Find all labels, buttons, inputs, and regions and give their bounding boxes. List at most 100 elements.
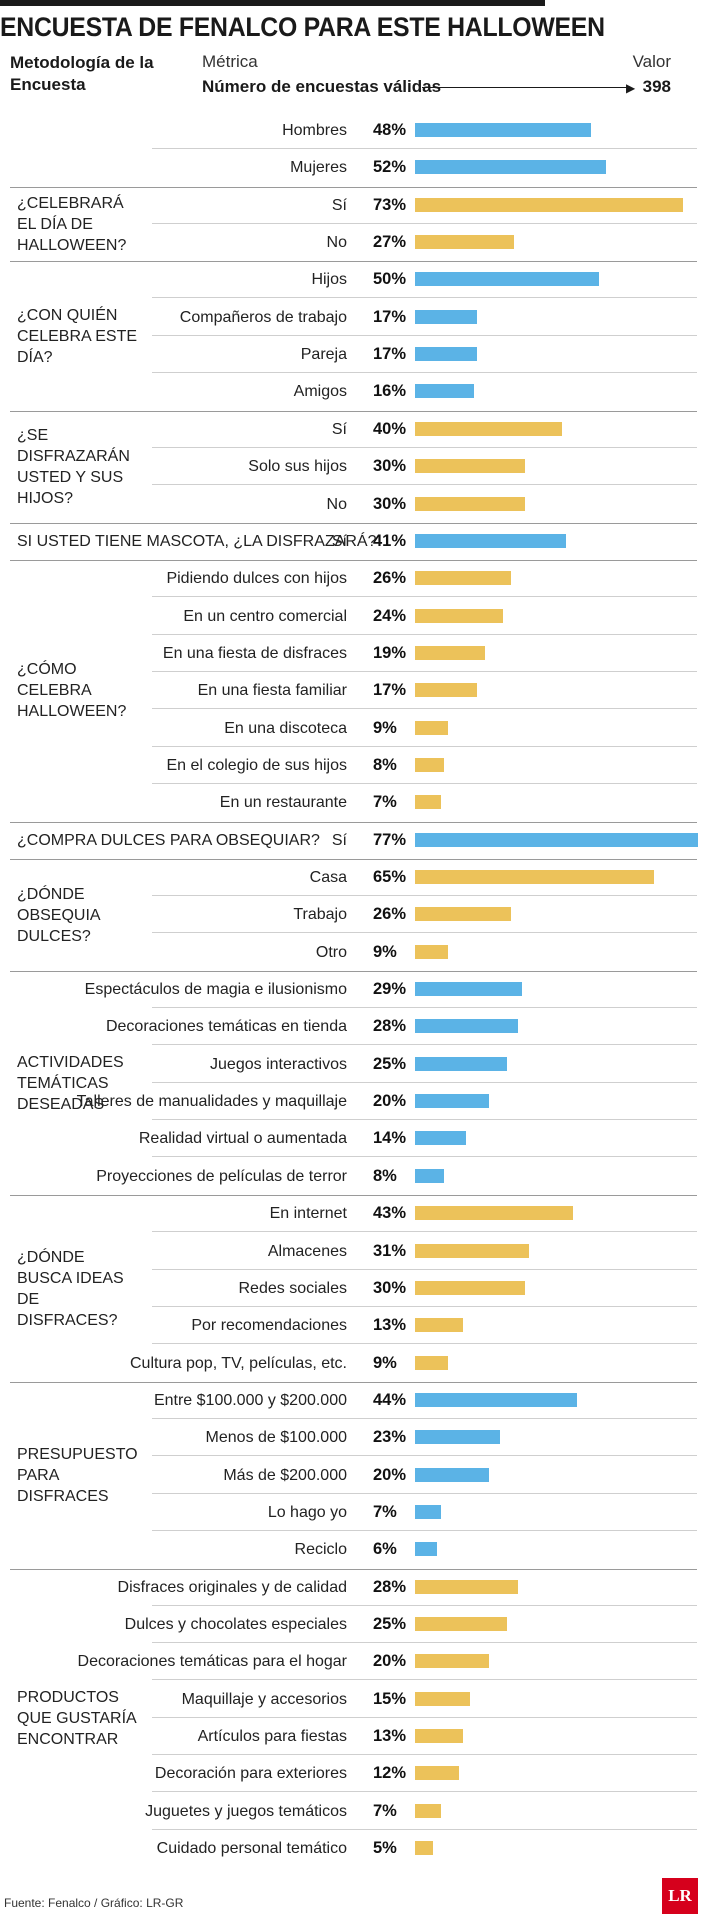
row-divider [152, 1044, 697, 1046]
bar [415, 1654, 489, 1669]
bar-value-label: 31% [373, 1241, 407, 1260]
bar [415, 1617, 507, 1631]
bar-value-label: 12% [373, 1764, 407, 1783]
bar-row: Hombres 48% [0, 112, 703, 149]
bar-label: Pidiendo dulces con hijos [166, 570, 347, 588]
bar-row: Cuidado personal temático 5% [0, 1830, 703, 1867]
top-rule [0, 0, 545, 6]
bar [415, 384, 474, 399]
bar-label: Casa [309, 869, 347, 886]
bar [415, 197, 684, 212]
bar-value-label: 52% [373, 158, 407, 177]
value-label: Valor [632, 52, 671, 71]
group-divider [10, 261, 697, 263]
bar-label: Cuidado personal temático [156, 1840, 347, 1858]
bar-value-label: 50% [373, 270, 407, 289]
bar-label: Menos de $100.000 [205, 1429, 347, 1447]
row-divider [152, 1716, 697, 1718]
bar [415, 1056, 507, 1071]
bar [415, 272, 599, 287]
bar-row: En una discoteca 9% [0, 710, 703, 747]
bar-label: Talleres de manualidades y maquillaje [76, 1093, 347, 1111]
bar-row: Amigos 16% [0, 373, 703, 410]
bar-value-label: 9% [373, 718, 397, 737]
bar-row: Pareja 17% [0, 336, 703, 374]
group-divider [10, 1195, 697, 1197]
bar-row: Compañeros de trabajo 17% [0, 299, 703, 336]
bar-label: En una fiesta de disfraces [162, 644, 347, 662]
bar [415, 982, 522, 997]
bar-row: Artículos para fiestas 13% [0, 1718, 703, 1756]
question-label: SI USTED TIENE MASCOTA, ¿LA DISFRAZARÁ? [17, 532, 377, 550]
bar-value-label: 65% [373, 868, 407, 886]
row-divider [152, 148, 697, 149]
bar-label: Más de $200.000 [223, 1466, 347, 1484]
bar-row: Cultura pop, TV, películas, etc. 9% [0, 1345, 703, 1382]
question-label: ¿CELEBRARÁ EL DÍA DE HALLOWEEN? [17, 194, 127, 254]
bar-row: Menos de $100.000 23% [0, 1419, 703, 1457]
group-divider [10, 1381, 697, 1383]
row-divider [152, 633, 697, 635]
bar-label: En el colegio de sus hijos [166, 756, 347, 774]
bar-value-label: 28% [373, 1577, 407, 1596]
valid-surveys-value: 398 [642, 77, 671, 96]
row-divider [152, 708, 697, 710]
bar-value-label: 30% [373, 1278, 407, 1297]
question-label: ¿COMPRA DULCES PARA OBSEQUIAR? [17, 831, 320, 849]
bar-row: En una fiesta de disfraces 19% [0, 635, 703, 672]
bar [415, 347, 478, 362]
row-divider [152, 1492, 697, 1494]
group-divider [10, 560, 697, 562]
arrow-line [422, 87, 628, 88]
bar [415, 1094, 489, 1109]
bar-value-label: 13% [373, 1727, 407, 1746]
bar-row: Mujeres 52% [0, 149, 703, 186]
bar-row: En el colegio de sus hijos 8% [0, 747, 703, 784]
bar-value-label: 28% [373, 1017, 407, 1036]
bar-row: Pidiendo dulces con hijos 26% [0, 560, 703, 598]
bar-row: Sí 73% [0, 187, 703, 224]
row-divider [152, 596, 697, 598]
bar-row: Decoraciones temáticas para el hogar 20% [0, 1643, 703, 1681]
bar-row: Maquillaje y accesorios 15% [0, 1681, 703, 1718]
bar [415, 944, 449, 959]
bar-label: Trabajo [293, 906, 347, 924]
bar [415, 608, 504, 623]
bar-value-label: 17% [373, 307, 407, 326]
bar [415, 571, 511, 586]
bar-value-label: 16% [373, 382, 407, 401]
bar-value-label: 8% [373, 755, 397, 774]
bar-value-label: 17% [373, 345, 407, 364]
bar-value-label: 8% [373, 1166, 397, 1185]
bar-value-label: 13% [373, 1316, 407, 1335]
bar-row: Redes sociales 30% [0, 1270, 703, 1307]
row-divider [152, 1455, 697, 1457]
bar-row: Realidad virtual o aumentada 14% [0, 1120, 703, 1158]
row-divider [152, 484, 697, 486]
bar [415, 123, 592, 137]
bar-label: En una fiesta familiar [197, 682, 347, 700]
bar-label: Juguetes y juegos temáticos [145, 1802, 347, 1820]
bar-label: Pareja [300, 346, 347, 364]
bar-value-label: 30% [373, 494, 407, 513]
bar [415, 907, 511, 922]
row-divider [152, 670, 697, 672]
row-divider [152, 372, 697, 374]
bar-label: Amigos [293, 383, 347, 401]
row-divider [152, 1828, 697, 1830]
bar-value-label: 25% [373, 1615, 407, 1633]
bar [415, 160, 607, 175]
bar-row: En internet 43% [0, 1195, 703, 1233]
metric-name: Número de encuestas válidas [202, 77, 442, 96]
bar-value-label: 17% [373, 681, 407, 700]
bar [415, 235, 515, 250]
row-divider [152, 1081, 697, 1083]
bar-label: Otro [315, 943, 347, 961]
group-divider [10, 859, 697, 860]
group-divider [10, 971, 697, 973]
bar-value-label: 7% [373, 1502, 397, 1521]
bar-value-label: 7% [373, 1801, 397, 1820]
bar-row: Juguetes y juegos temáticos 7% [0, 1793, 703, 1830]
bar-label: Sí [331, 420, 347, 438]
